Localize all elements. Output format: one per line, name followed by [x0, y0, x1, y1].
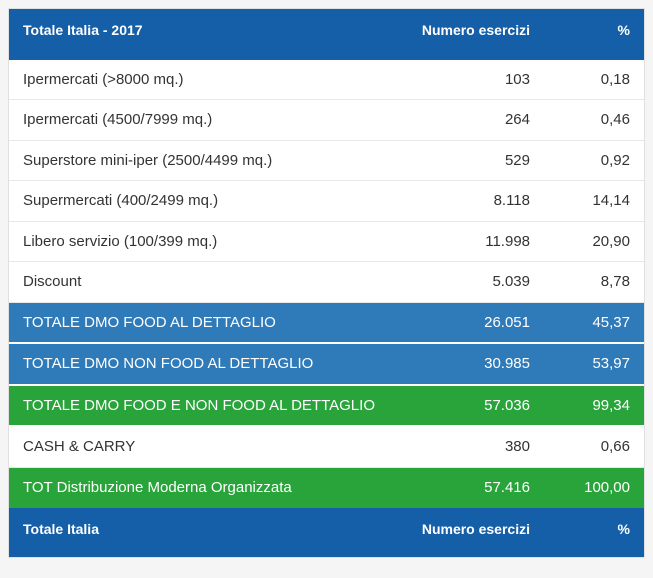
row-pct: 45,37: [540, 314, 630, 331]
table-row: TOTALE DMO FOOD E NON FOOD AL DETTAGLIO5…: [9, 386, 644, 428]
table-footer-row: Totale Italia Numero esercizi %: [9, 508, 644, 558]
row-num: 5.039: [420, 273, 540, 290]
table-row: Ipermercati (>8000 mq.)1030,18: [9, 60, 644, 101]
row-pct: 99,34: [540, 397, 630, 414]
row-num: 264: [420, 111, 540, 128]
footer-title: Totale Italia: [23, 520, 420, 538]
table-row: TOTALE DMO FOOD AL DETTAGLIO26.05145,37: [9, 303, 644, 345]
header-col-pct: %: [540, 21, 630, 41]
summary-table: Totale Italia - 2017 Numero esercizi % I…: [8, 8, 645, 558]
row-label: Libero servizio (100/399 mq.): [23, 232, 420, 252]
row-pct: 8,78: [540, 273, 630, 290]
row-pct: 20,90: [540, 233, 630, 250]
row-num: 380: [420, 438, 540, 455]
footer-col-pct: %: [540, 520, 630, 540]
row-label: Ipermercati (4500/7999 mq.): [23, 110, 420, 130]
row-num: 529: [420, 152, 540, 169]
row-pct: 0,66: [540, 438, 630, 455]
row-label: Ipermercati (>8000 mq.): [23, 70, 420, 90]
row-num: 57.416: [420, 479, 540, 496]
row-pct: 14,14: [540, 192, 630, 209]
row-num: 26.051: [420, 314, 540, 331]
table-row: Discount5.0398,78: [9, 262, 644, 303]
row-label: TOTALE DMO FOOD E NON FOOD AL DETTAGLIO: [23, 396, 420, 416]
row-label: Discount: [23, 272, 420, 292]
header-col-num: Numero esercizi: [420, 21, 540, 41]
row-num: 30.985: [420, 355, 540, 372]
row-label: Superstore mini-iper (2500/4499 mq.): [23, 151, 420, 171]
row-num: 11.998: [420, 233, 540, 250]
table-row: TOTALE DMO NON FOOD AL DETTAGLIO30.98553…: [9, 344, 644, 386]
header-title: Totale Italia - 2017: [23, 21, 420, 39]
row-label: CASH & CARRY: [23, 437, 420, 457]
table-body: Ipermercati (>8000 mq.)1030,18Ipermercat…: [9, 60, 644, 508]
row-label: TOTALE DMO FOOD AL DETTAGLIO: [23, 313, 420, 333]
row-pct: 53,97: [540, 355, 630, 372]
table-row: CASH & CARRY3800,66: [9, 427, 644, 468]
row-pct: 0,46: [540, 111, 630, 128]
row-label: Supermercati (400/2499 mq.): [23, 191, 420, 211]
table-row: Libero servizio (100/399 mq.)11.99820,90: [9, 222, 644, 263]
table-header-row: Totale Italia - 2017 Numero esercizi %: [9, 9, 644, 60]
row-label: TOTALE DMO NON FOOD AL DETTAGLIO: [23, 354, 420, 374]
row-num: 8.118: [420, 192, 540, 209]
row-num: 57.036: [420, 397, 540, 414]
row-pct: 0,18: [540, 71, 630, 88]
table-row: Supermercati (400/2499 mq.)8.11814,14: [9, 181, 644, 222]
row-num: 103: [420, 71, 540, 88]
table-row: Ipermercati (4500/7999 mq.)2640,46: [9, 100, 644, 141]
table-row: Superstore mini-iper (2500/4499 mq.)5290…: [9, 141, 644, 182]
row-label: TOT Distribuzione Moderna Organizzata: [23, 478, 420, 498]
row-pct: 0,92: [540, 152, 630, 169]
footer-col-num: Numero esercizi: [420, 520, 540, 540]
row-pct: 100,00: [540, 479, 630, 496]
table-row: TOT Distribuzione Moderna Organizzata57.…: [9, 468, 644, 508]
